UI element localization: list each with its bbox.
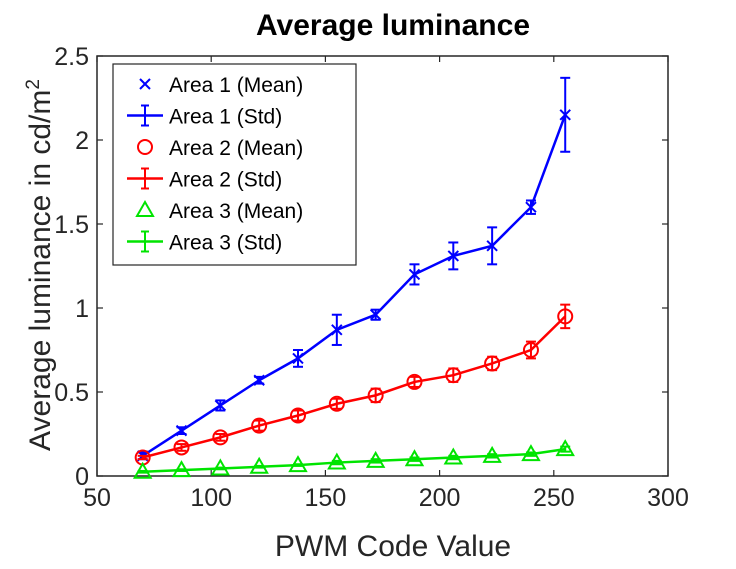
x-tick-label: 50 [83,484,111,512]
ticks: 50 100 150 200 250 300 0 0.5 1 1.5 2 2.5 [54,43,689,512]
y-axis-label: Average luminance in cd/m2 [23,79,57,451]
x-tick-label: 150 [305,484,347,512]
x-tick-label: 250 [533,484,575,512]
legend-label: Area 1 (Mean) [169,74,303,97]
data-point [171,460,192,478]
x-tick-label: 100 [190,484,232,512]
data-point-stroke-b [175,424,188,437]
plot-area: 50 100 150 200 250 300 0 0.5 1 1.5 2 2.5 [54,43,689,512]
series-2 [134,303,574,466]
legend-label: Area 3 (Std) [169,232,282,255]
legend-label: Area 3 (Mean) [169,200,303,223]
series-layer [132,76,575,479]
data-point [447,250,460,262]
data-point [175,424,188,437]
data-point [214,399,227,412]
data-point [331,324,343,336]
y-tick-label: 0 [75,463,89,491]
data-point-stroke-b [525,201,537,213]
data-point [559,109,571,121]
data-point [367,387,384,404]
y-tick-label: 2 [75,127,89,155]
data-point [292,352,304,365]
data-point [212,429,229,446]
data-point-stroke-b [447,250,460,262]
series-2-line [142,315,567,459]
data-point [525,201,537,213]
x-tick-label: 200 [419,484,461,512]
y-tick-label: 2.5 [54,43,89,71]
data-point-stroke-b [214,399,227,412]
legend-entry: Area 3 (Std) [127,230,282,255]
data-point-stroke-b [408,268,421,281]
data-point-stroke-b [253,374,265,386]
data-point [555,439,575,457]
legend-label: Area 1 (Std) [169,106,282,129]
series-3-line [142,447,566,474]
data-point [249,456,269,474]
data-point [365,450,386,468]
y-tick-label: 1.5 [54,211,89,239]
series-1-line [141,114,567,457]
series-3 [132,439,575,479]
legend-entry: Area 3 (Mean) [135,199,303,223]
legend-marker [137,139,153,155]
data-point [486,240,498,252]
data-point [408,268,421,281]
data-point-stroke-b [559,109,571,121]
data-point [521,444,541,462]
x-axis-label: PWM Code Value [275,530,511,563]
legend-marker [139,78,151,90]
data-point [445,367,462,384]
data-point-stroke-b [486,240,498,252]
y-tick-label: 0.5 [54,379,89,407]
data-point [328,395,345,412]
data-point [210,458,231,476]
data-point [522,342,539,358]
y-axis-label-superscript: 2 [23,79,44,90]
legend-entry: Area 1 (Std) [127,104,282,129]
legend-entry: Area 1 (Mean) [139,74,303,97]
data-point [253,374,265,386]
data-point-stroke-b [369,309,382,321]
legend: Area 1 (Mean) Area 1 (Std) Area 2 (Mean) Ar… [112,63,357,266]
legend-label: Area 2 (Std) [169,169,282,192]
data-point [557,308,574,325]
y-tick-label: 1 [75,295,89,323]
data-point [288,455,308,473]
data-point [173,439,190,456]
chart-title: Average luminance [256,9,530,42]
data-point [443,447,464,465]
data-point [369,309,382,321]
data-point [289,407,306,424]
y-axis-label-text: Average luminance in cd/m [24,90,57,451]
legend-marker-stroke-b [139,78,151,90]
data-point [482,445,502,463]
data-point [406,373,423,390]
legend-label: Area 2 (Mean) [169,137,303,160]
data-point-stroke-b [292,352,304,365]
axes-box [96,55,669,477]
legend-box [112,63,357,266]
x-tick-label: 300 [647,484,689,512]
legend-entry: Area 2 (Std) [127,167,282,192]
data-point [132,461,153,479]
data-point [404,449,425,467]
data-point-stroke-b [331,324,343,336]
legend-marker [135,199,155,217]
data-point [327,452,347,470]
data-point [484,355,501,372]
data-point [251,417,268,434]
legend-entry: Area 2 (Mean) [137,137,303,160]
